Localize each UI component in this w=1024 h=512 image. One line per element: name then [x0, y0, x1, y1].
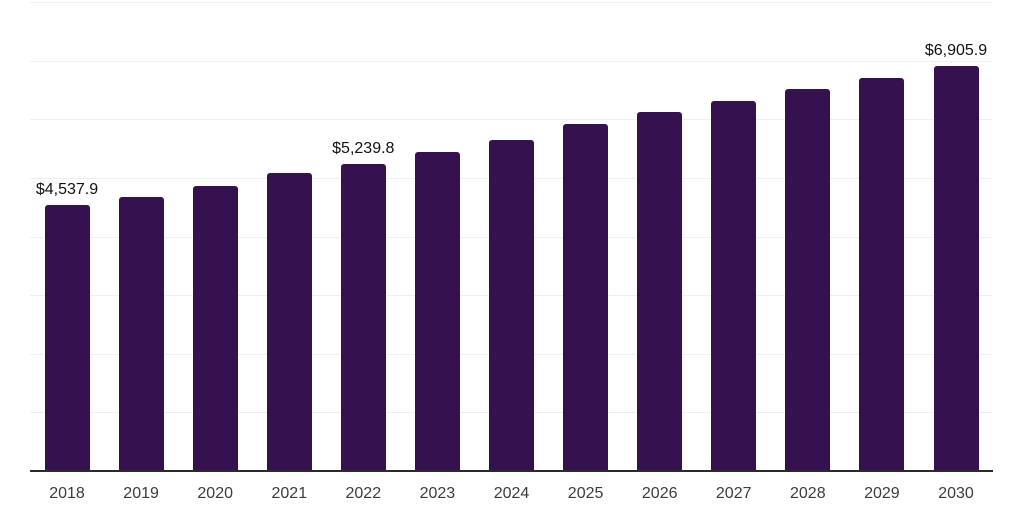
- x-tick-label-2019: 2019: [123, 485, 159, 502]
- bar-2023: [414, 151, 460, 471]
- x-tick-label-2025: 2025: [567, 485, 604, 502]
- x-tick-label-2029: 2029: [864, 485, 900, 502]
- bar-2027: [711, 100, 757, 471]
- bar-2030: [933, 66, 979, 471]
- x-tick-label-2024: 2024: [493, 485, 530, 502]
- x-tick-label-2027: 2027: [715, 485, 752, 502]
- bar-2024: [489, 139, 534, 471]
- gridline-6000: [30, 119, 993, 121]
- value-label-2018: $4,537.9: [35, 181, 99, 198]
- value-label-2030: $6,905.9: [924, 42, 988, 60]
- bar-2019: [118, 196, 164, 471]
- x-tick-label-2021: 2021: [271, 485, 308, 502]
- bar-2025: [563, 123, 609, 471]
- bar-2018: [44, 205, 90, 471]
- x-tick-label-2020: 2020: [197, 485, 233, 502]
- bar-2026: [637, 112, 683, 471]
- value-label-2022: $5,239.8: [332, 139, 395, 157]
- x-tick-label-2026: 2026: [641, 485, 678, 502]
- x-tick-label-2030: 2030: [938, 485, 974, 502]
- bar-2029: [859, 77, 905, 471]
- x-tick-label-2018: 2018: [49, 485, 85, 502]
- x-axis-line: [30, 470, 993, 472]
- x-tick-label-2022: 2022: [345, 485, 382, 502]
- x-tick-label-2028: 2028: [790, 485, 826, 502]
- gridline-8000: [30, 2, 993, 3]
- x-tick-label-2023: 2023: [419, 485, 456, 502]
- bar-2022: [340, 163, 386, 471]
- gridline-7000: [30, 60, 993, 62]
- bar-2021: [266, 173, 312, 471]
- bar-2028: [785, 88, 831, 471]
- bar-2020: [192, 185, 238, 471]
